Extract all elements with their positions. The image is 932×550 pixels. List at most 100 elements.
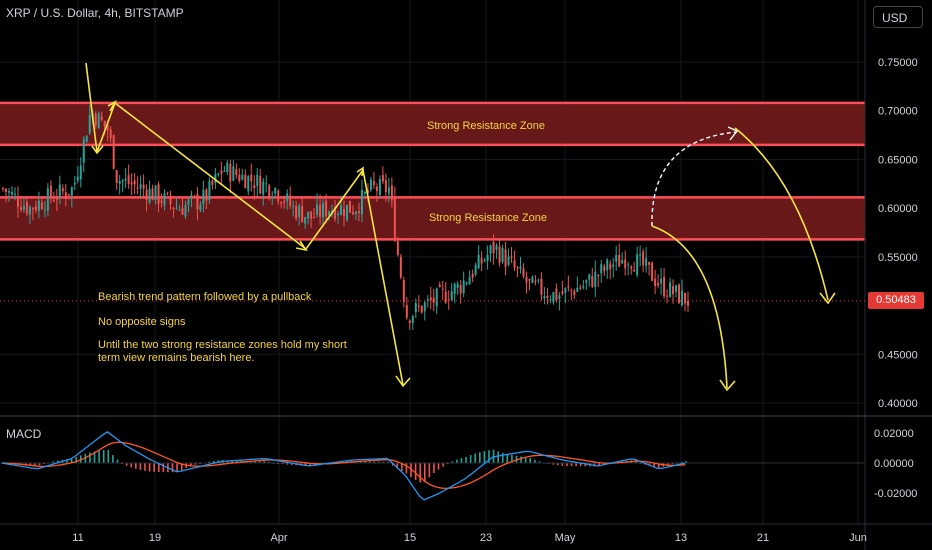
candle-body: [82, 138, 85, 163]
candle-body: [286, 193, 289, 202]
candle-body: [471, 273, 474, 278]
candle-body: [229, 163, 232, 182]
macd-histogram-bar: [456, 459, 458, 463]
candle-body: [612, 264, 615, 267]
candle-body: [474, 265, 477, 275]
x-tick-label: Apr: [270, 532, 287, 544]
candle-body: [681, 290, 684, 306]
macd-histogram-bar: [162, 463, 165, 473]
macd-histogram-bar: [29, 463, 32, 466]
y-tick-label: 0.75000: [878, 57, 918, 69]
candle-body: [615, 255, 618, 262]
macd-histogram-bar: [501, 452, 504, 463]
candle-body: [639, 254, 642, 256]
macd-histogram-bar: [290, 463, 293, 465]
candle-body: [280, 202, 283, 204]
candle-body: [25, 202, 28, 214]
candle-body: [633, 269, 636, 272]
macd-histogram-bar: [483, 451, 486, 463]
macd-histogram-bar: [102, 450, 105, 463]
macd-histogram-bar: [89, 452, 91, 463]
candle-body: [411, 315, 414, 323]
candle-body: [298, 205, 301, 217]
candle-body: [40, 202, 43, 209]
candle-body: [310, 211, 313, 219]
candle-body: [67, 193, 70, 196]
candle-body: [495, 245, 498, 250]
macd-histogram-bar: [212, 461, 215, 463]
macd-histogram-bar: [66, 459, 68, 463]
macd-histogram-bar: [364, 461, 366, 463]
macd-histogram-bar: [180, 463, 183, 471]
candle-body: [262, 181, 265, 195]
macd-histogram-bar: [497, 451, 499, 463]
candle-body: [450, 291, 453, 301]
candle-body: [546, 295, 549, 299]
candle-body: [103, 120, 106, 127]
candle-body: [247, 176, 250, 192]
candle-body: [313, 217, 316, 219]
candle-body: [642, 251, 645, 266]
macd-histogram-bar: [598, 463, 600, 467]
candle-body: [453, 283, 456, 294]
macd-histogram-bar: [391, 463, 394, 466]
candle-body: [459, 285, 462, 294]
macd-histogram-bar: [442, 463, 444, 467]
macd-histogram-bar: [286, 463, 288, 465]
macd-histogram-bar: [75, 457, 77, 463]
macd-histogram-bar: [419, 463, 421, 483]
candle-body: [492, 242, 495, 254]
macd-histogram-bar: [680, 461, 683, 463]
projection-arrow-down-2: [734, 127, 829, 301]
candle-body: [112, 135, 115, 169]
currency-button[interactable]: USD: [873, 6, 923, 28]
macd-histogram-bar: [428, 463, 431, 478]
macd-histogram-bar: [34, 463, 36, 466]
macd-histogram-bar: [254, 461, 256, 463]
note-trend: Bearish trend pattern followed by a pull…: [98, 291, 312, 303]
candle-body: [28, 206, 31, 215]
candle-body: [4, 188, 7, 193]
candle-body: [19, 207, 22, 211]
candle-body: [609, 263, 612, 270]
candle-body: [325, 200, 328, 217]
macd-histogram-bar: [190, 463, 192, 467]
analysis-arrows: [85, 62, 836, 392]
candle-body: [375, 186, 378, 192]
macd-histogram-bar: [511, 454, 513, 463]
zone-label-lower: Strong Resistance Zone: [429, 212, 548, 224]
macd-histogram-bar: [524, 456, 527, 463]
note-signs: No opposite signs: [98, 316, 186, 328]
candle-body: [651, 262, 654, 281]
candle-body: [328, 211, 331, 216]
macd-histogram-bar: [460, 458, 463, 463]
candle-body: [405, 304, 408, 318]
candle-body: [58, 184, 61, 197]
candle-body: [175, 207, 178, 209]
macd-histogram-bar: [561, 463, 564, 466]
candle-body: [627, 264, 630, 266]
candle-body: [594, 271, 597, 287]
macd-histogram-bar: [304, 463, 307, 466]
macd-histogram-bar: [552, 463, 554, 465]
macd-histogram-bar: [653, 463, 655, 467]
candle-body: [124, 178, 127, 181]
candle-body: [61, 188, 64, 192]
candle-body: [205, 189, 208, 201]
candle-body: [76, 176, 79, 181]
candle-body: [64, 192, 67, 198]
candle-body: [52, 200, 55, 202]
candle-body: [223, 170, 226, 172]
candle-body: [351, 212, 354, 215]
macd-histogram-bar: [359, 461, 362, 463]
macd-histogram-bar: [602, 463, 605, 465]
candle-body: [55, 198, 58, 200]
candle-body: [214, 174, 217, 183]
candle-body: [657, 282, 660, 286]
candle-body: [522, 268, 525, 277]
resistance-zone-fill: [0, 102, 865, 145]
candle-body: [483, 259, 486, 261]
macd-histogram-bar: [171, 463, 174, 473]
macd-histogram-bar: [534, 459, 536, 463]
